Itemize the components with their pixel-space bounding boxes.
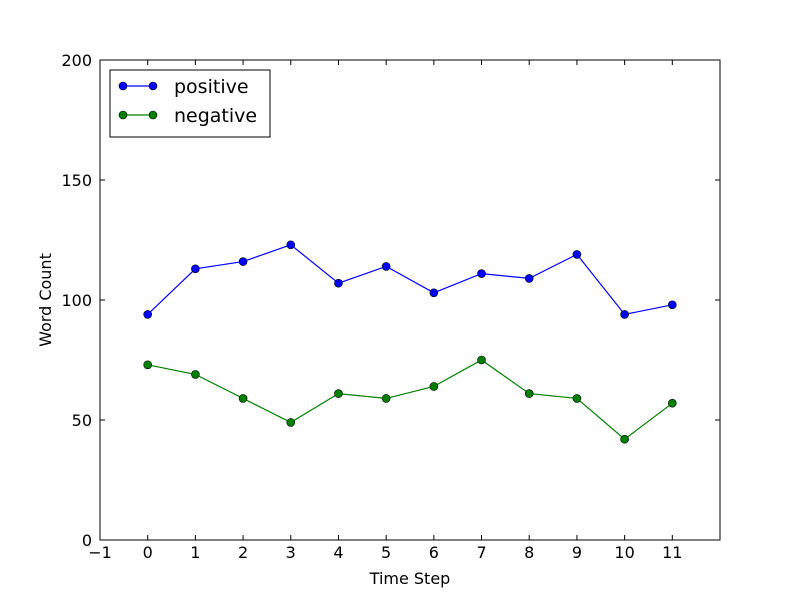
data-point-negative (668, 398, 677, 408)
data-point-negative (381, 394, 391, 403)
x-axis-label: Time Step (369, 569, 451, 588)
x-tick-label: 1 (190, 543, 200, 562)
series-line-positive (147, 244, 673, 316)
data-point-positive (191, 264, 200, 274)
x-tick-label: 7 (476, 543, 486, 562)
legend-box (109, 69, 271, 138)
x-tick-label: 4 (333, 543, 343, 562)
y-tick-label: 100 (61, 291, 92, 310)
data-point-negative (334, 389, 343, 398)
data-point-positive (143, 310, 152, 319)
y-axis-label: Word Count (36, 253, 55, 347)
data-point-positive (620, 310, 629, 319)
legend-entry-positive: positive (118, 76, 249, 98)
data-point-negative (191, 370, 200, 379)
data-point-negative (572, 394, 582, 403)
data-point-positive (429, 288, 439, 298)
y-tick-label: 200 (61, 51, 92, 70)
x-tick-label: 10 (614, 543, 634, 562)
series-layer (143, 240, 677, 444)
data-point-negative (524, 389, 534, 398)
legend-marker (148, 81, 158, 91)
series-line-negative (147, 359, 673, 440)
x-tick-label: 3 (286, 543, 296, 562)
data-point-negative (286, 418, 296, 427)
y-tick-label: 150 (61, 171, 92, 190)
y-tick-label: 50 (72, 411, 92, 430)
x-tick-label: 0 (143, 543, 153, 562)
legend-entry-negative: negative (118, 105, 257, 127)
x-tick-label: 8 (524, 543, 534, 562)
data-point-negative (477, 355, 486, 365)
data-point-positive (477, 269, 486, 278)
legend: positive negative (109, 69, 271, 138)
data-point-positive (668, 300, 677, 310)
legend-marker (118, 81, 128, 91)
x-tick-label: 2 (238, 543, 248, 562)
data-point-positive (334, 278, 343, 288)
legend-marker (148, 110, 158, 120)
data-point-negative (620, 434, 629, 444)
x-tick-label: 5 (381, 543, 391, 562)
data-point-negative (429, 382, 439, 391)
series-negative (143, 355, 677, 444)
legend-marker (118, 110, 128, 120)
legend-label: negative (174, 105, 257, 127)
series-positive (143, 240, 677, 319)
data-point-positive (286, 240, 296, 250)
data-point-positive (238, 257, 248, 266)
x-tick-label: 9 (572, 543, 582, 562)
data-point-positive (524, 274, 534, 283)
data-point-positive (572, 250, 582, 259)
y-tick-label: 0 (82, 531, 92, 550)
data-point-negative (143, 360, 152, 370)
legend-label: positive (174, 76, 249, 98)
data-point-positive (381, 262, 391, 271)
x-tick-label: 6 (429, 543, 439, 562)
data-point-negative (238, 394, 248, 403)
x-tick-label: 11 (662, 543, 682, 562)
x-tick-label: −1 (88, 543, 112, 562)
